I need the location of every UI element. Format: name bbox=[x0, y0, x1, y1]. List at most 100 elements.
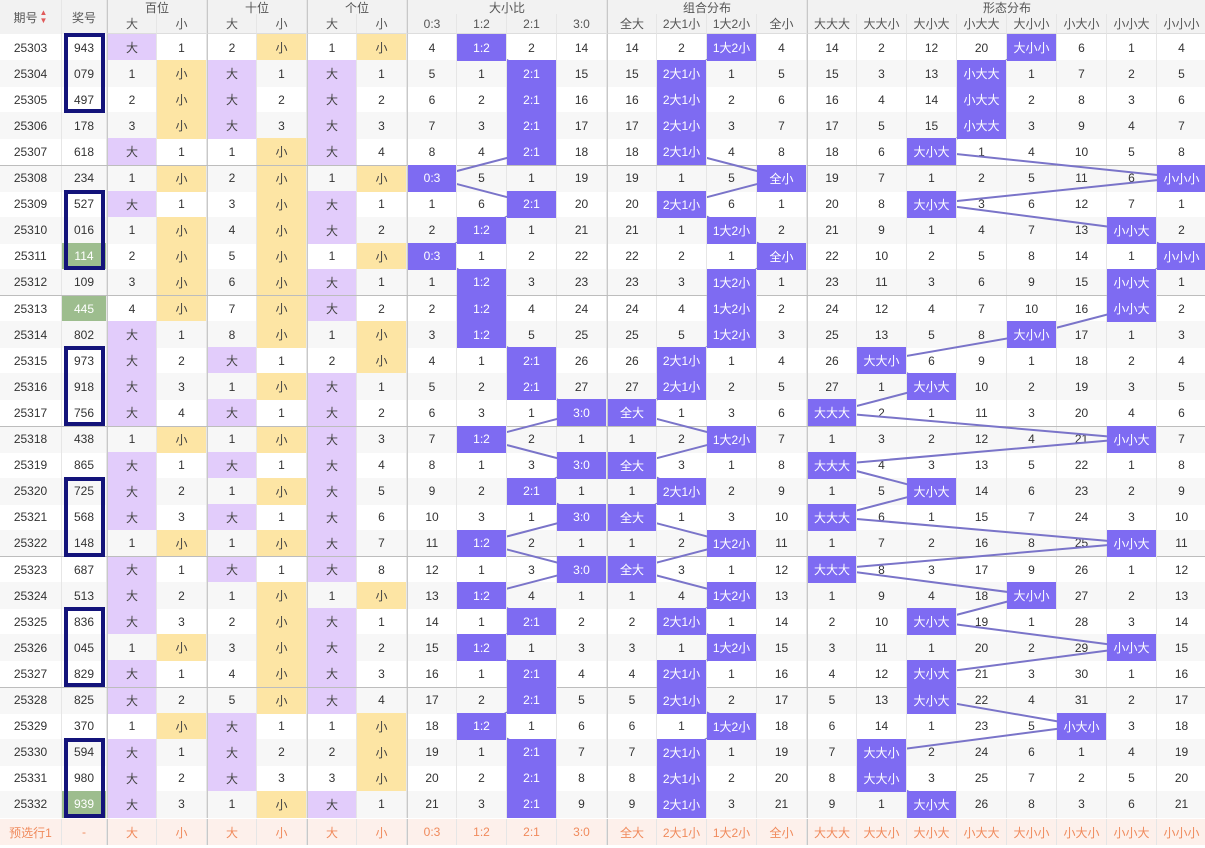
miss-cell: 1 bbox=[1157, 191, 1205, 218]
preselect-option-22[interactable]: 小小大 bbox=[1107, 819, 1157, 845]
miss-cell: 2 bbox=[907, 738, 957, 766]
miss-cell: 1 bbox=[807, 529, 857, 557]
miss-cell: 5 bbox=[407, 60, 457, 88]
miss-cell: 11 bbox=[1157, 529, 1205, 557]
sort-arrows-icon[interactable]: ▲ ▼ bbox=[39, 8, 48, 25]
preselect-option-8[interactable]: 0:3 bbox=[407, 819, 457, 845]
preselect-option-15[interactable]: 全小 bbox=[757, 819, 807, 845]
preselect-option-6[interactable]: 大 bbox=[307, 819, 357, 845]
miss-cell: 3 bbox=[757, 321, 807, 349]
miss-cell: 1 bbox=[357, 190, 407, 218]
preselect-option-14[interactable]: 1大2小 bbox=[707, 819, 757, 845]
miss-cell: 1 bbox=[1057, 738, 1107, 766]
block-divider bbox=[0, 686, 1205, 688]
preselect-option-21[interactable]: 小大小 bbox=[1057, 819, 1107, 845]
preselect-label[interactable]: 预选行1 bbox=[0, 819, 62, 845]
small-mark: 小 bbox=[157, 242, 207, 270]
miss-cell: 3 bbox=[907, 556, 957, 583]
miss-cell: 1 bbox=[357, 790, 407, 818]
miss-cell: 3 bbox=[457, 503, 507, 531]
miss-cell: 15 bbox=[1057, 268, 1107, 296]
number-cell: 594 bbox=[62, 738, 107, 766]
miss-cell: 10 bbox=[1007, 295, 1057, 322]
miss-cell: 6 bbox=[857, 138, 907, 166]
period-cell: 25324 bbox=[0, 582, 62, 610]
preselect-number[interactable]: - bbox=[62, 819, 107, 845]
miss-cell: 23 bbox=[557, 268, 607, 296]
miss-cell: 13 bbox=[957, 451, 1007, 479]
preselect-option-2[interactable]: 大 bbox=[107, 819, 157, 845]
preselect-option-18[interactable]: 大小大 bbox=[907, 819, 957, 845]
preselect-option-3[interactable]: 小 bbox=[157, 819, 207, 845]
miss-cell: 7 bbox=[757, 425, 807, 453]
miss-cell: 3 bbox=[907, 764, 957, 792]
small-mark: 小 bbox=[357, 582, 407, 610]
miss-cell: 18 bbox=[807, 138, 857, 166]
preselect-option-4[interactable]: 大 bbox=[207, 819, 257, 845]
miss-cell: 2 bbox=[307, 347, 357, 375]
period-cell: 25315 bbox=[0, 347, 62, 375]
small-mark: 小 bbox=[257, 790, 307, 818]
small-mark: 小 bbox=[257, 34, 307, 61]
period-header[interactable]: 期号 ▲ ▼ bbox=[0, 0, 62, 34]
period-cell: 25309 bbox=[0, 190, 62, 218]
big-mark: 大 bbox=[107, 399, 157, 427]
period-cell: 25319 bbox=[0, 451, 62, 479]
miss-cell: 2 bbox=[257, 86, 307, 114]
miss-cell: 1 bbox=[807, 477, 857, 505]
miss-cell: 3 bbox=[1107, 712, 1157, 740]
preselect-option-10[interactable]: 2:1 bbox=[507, 819, 557, 845]
miss-cell: 3 bbox=[1157, 321, 1205, 349]
miss-cell: 4 bbox=[357, 686, 407, 714]
miss-cell: 22 bbox=[807, 242, 857, 270]
miss-cell: 20 bbox=[1157, 765, 1205, 792]
miss-cell: 5 bbox=[757, 373, 807, 401]
miss-cell: 18 bbox=[407, 712, 457, 740]
miss-cell: 3 bbox=[707, 790, 757, 818]
miss-cell: 1 bbox=[307, 321, 357, 349]
miss-cell: 1 bbox=[1007, 347, 1057, 375]
miss-cell: 6 bbox=[857, 503, 907, 531]
preselect-option-19[interactable]: 小大大 bbox=[957, 819, 1007, 845]
preselect-option-17[interactable]: 大大小 bbox=[857, 819, 907, 845]
miss-cell: 26 bbox=[957, 790, 1007, 818]
miss-cell: 21 bbox=[957, 660, 1007, 688]
miss-cell: 3 bbox=[807, 634, 857, 662]
miss-cell: 1 bbox=[557, 582, 607, 610]
miss-cell: 18 bbox=[607, 138, 657, 166]
number-cell: 568 bbox=[62, 503, 107, 531]
big-mark: 大 bbox=[307, 295, 357, 322]
period-cell: 25322 bbox=[0, 529, 62, 557]
miss-cell: 6 bbox=[907, 347, 957, 375]
number-cell: 618 bbox=[62, 138, 107, 166]
preselect-option-9[interactable]: 1:2 bbox=[457, 819, 507, 845]
preselect-option-12[interactable]: 全大 bbox=[607, 819, 657, 845]
period-cell: 25303 bbox=[0, 34, 62, 61]
miss-cell: 2 bbox=[907, 425, 957, 453]
preselect-option-20[interactable]: 大小小 bbox=[1007, 819, 1057, 845]
miss-cell: 12 bbox=[1057, 190, 1107, 218]
miss-cell: 1 bbox=[157, 34, 207, 61]
miss-cell: 1 bbox=[107, 712, 157, 740]
miss-cell: 3 bbox=[257, 764, 307, 792]
preselect-option-7[interactable]: 小 bbox=[357, 819, 407, 845]
miss-cell: 1 bbox=[557, 477, 607, 505]
miss-cell: 2 bbox=[557, 608, 607, 636]
miss-cell: 29 bbox=[1057, 634, 1107, 662]
group-header-2: 个位 bbox=[307, 0, 407, 14]
preselect-option-13[interactable]: 2大1小 bbox=[657, 819, 707, 845]
preselect-option-16[interactable]: 大大大 bbox=[807, 819, 857, 845]
preselect-option-23[interactable]: 小小小 bbox=[1157, 819, 1205, 845]
miss-cell: 6 bbox=[1057, 34, 1107, 61]
preselect-option-5[interactable]: 小 bbox=[257, 819, 307, 845]
period-cell: 25325 bbox=[0, 608, 62, 636]
miss-cell: 9 bbox=[557, 790, 607, 818]
miss-cell: 14 bbox=[957, 477, 1007, 505]
miss-cell: 3 bbox=[157, 373, 207, 401]
miss-cell: 10 bbox=[957, 373, 1007, 401]
miss-cell: 3 bbox=[457, 399, 507, 427]
miss-cell: 3 bbox=[107, 112, 157, 140]
miss-cell: 2 bbox=[357, 295, 407, 322]
preselect-option-11[interactable]: 3:0 bbox=[557, 819, 607, 845]
